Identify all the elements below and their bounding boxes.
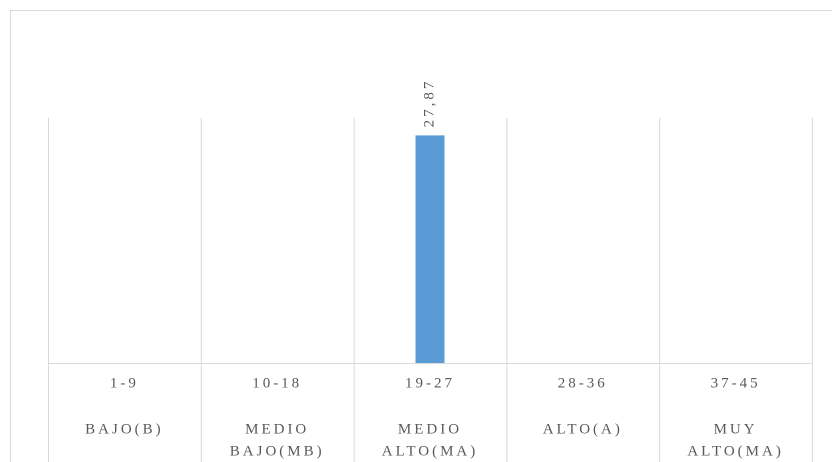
x-tick-label: 1-9 (110, 375, 139, 391)
category-label: MEDIO (245, 421, 309, 437)
x-tick-label: 28-36 (558, 375, 608, 391)
category-label: MEDIO (398, 421, 462, 437)
bar (415, 135, 445, 363)
x-tick-label: 37-45 (711, 375, 761, 391)
category-label: ALTO(MA) (382, 443, 479, 459)
category-label: ALTO(A) (543, 421, 623, 437)
category-label: BAJO(MB) (230, 443, 325, 459)
x-tick-label: 19-27 (405, 375, 455, 391)
chart-border (10, 10, 832, 462)
category-label: BAJO(B) (85, 421, 164, 437)
category-label: MUY (714, 421, 758, 437)
category-label: ALTO(MA) (687, 443, 784, 459)
x-tick-label: 10-18 (252, 375, 302, 391)
data-label: 27,87 (421, 79, 437, 128)
